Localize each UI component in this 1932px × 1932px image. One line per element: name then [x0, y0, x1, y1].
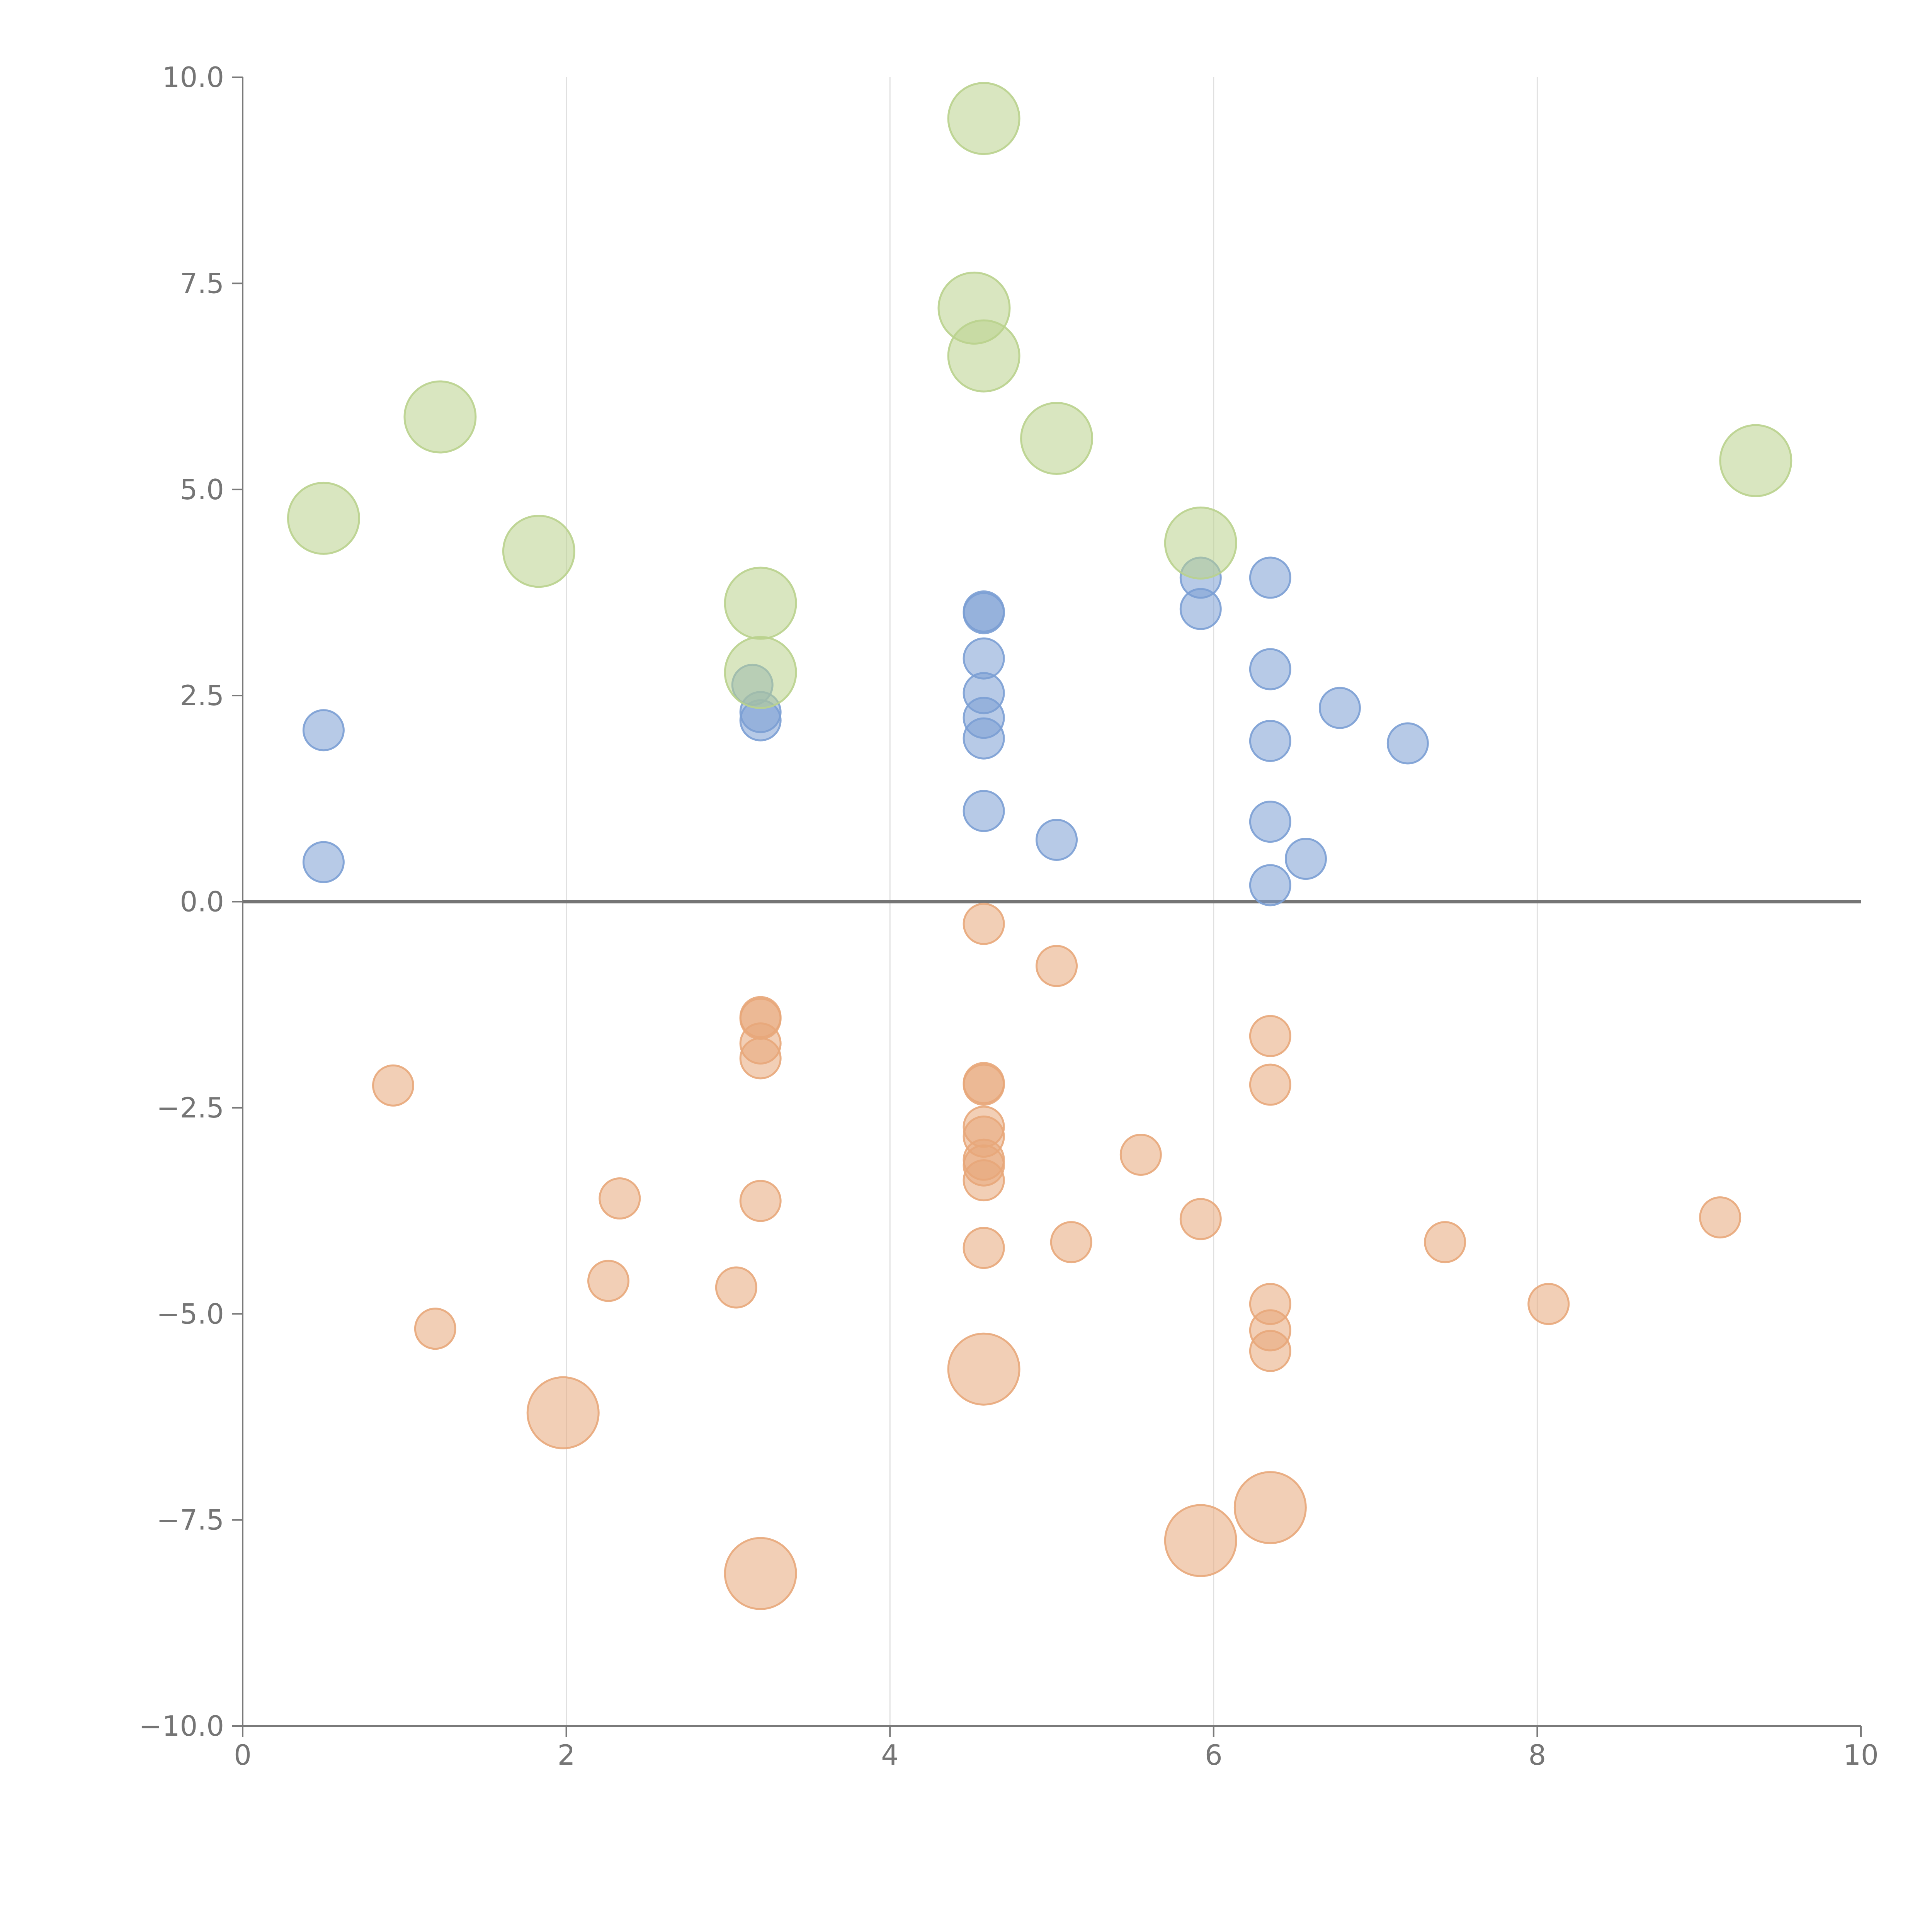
- blue-point: [1249, 719, 1291, 762]
- y-tick-label: 2.5: [180, 679, 224, 712]
- blue-point: [1318, 687, 1361, 729]
- y-tick-label: −2.5: [156, 1092, 224, 1124]
- orange-large-point: [1164, 1504, 1237, 1577]
- green-point: [1719, 424, 1793, 497]
- orange-point: [715, 1266, 757, 1309]
- blue-point: [1249, 864, 1291, 906]
- green-point: [724, 566, 797, 640]
- green-point: [403, 380, 477, 454]
- orange-point: [587, 1260, 629, 1302]
- orange-large-point: [1233, 1471, 1307, 1544]
- orange-point: [414, 1308, 456, 1350]
- y-tick-label: −5.0: [156, 1298, 224, 1330]
- blue-point: [1249, 801, 1291, 843]
- axis-layer: −10.0 −7.5 −5.0 −2.5 0.0 2.5 5.0 7.5 10.0 0 2 4 6 8 10: [139, 61, 1878, 1771]
- orange-point: [739, 1180, 782, 1222]
- orange-point: [1050, 1221, 1092, 1264]
- y-tick-label: 5.0: [180, 473, 224, 506]
- green-point: [287, 481, 360, 555]
- points-layer: [287, 82, 1793, 1610]
- orange-point: [1036, 945, 1078, 987]
- orange-large-point: [724, 1537, 797, 1610]
- orange-point: [1249, 1330, 1291, 1372]
- y-tick-label: 7.5: [180, 267, 224, 299]
- blue-point: [963, 790, 1005, 832]
- y-tick-label: −7.5: [156, 1504, 224, 1536]
- orange-point: [963, 1063, 1005, 1106]
- blue-point: [302, 709, 345, 752]
- orange-point: [963, 903, 1005, 945]
- blue-point: [963, 592, 1005, 634]
- orange-point: [739, 1037, 782, 1080]
- orange-point: [1527, 1283, 1570, 1325]
- x-tick-label: 10: [1843, 1739, 1879, 1771]
- green-point: [1020, 401, 1094, 475]
- green-point: [724, 636, 797, 709]
- orange-point: [599, 1177, 641, 1220]
- green-point: [947, 82, 1020, 155]
- green-point: [947, 319, 1020, 393]
- blue-point: [1285, 838, 1327, 880]
- blue-point: [1179, 588, 1222, 630]
- x-tick-label: 2: [558, 1739, 575, 1771]
- orange-large-point: [526, 1376, 600, 1449]
- orange-point: [1699, 1196, 1742, 1239]
- orange-large-point: [947, 1332, 1020, 1406]
- y-tick-label: 0.0: [180, 886, 224, 918]
- green-point: [1164, 506, 1237, 580]
- blue-point: [1249, 556, 1291, 599]
- blue-point: [1249, 648, 1291, 690]
- orange-point: [1119, 1133, 1162, 1176]
- orange-point: [1424, 1221, 1466, 1264]
- x-tick-label: 4: [881, 1739, 899, 1771]
- blue-point: [1036, 818, 1078, 861]
- x-tick-label: 6: [1205, 1739, 1223, 1771]
- blue-point: [1386, 722, 1429, 765]
- y-tick-label: 10.0: [162, 61, 224, 94]
- orange-point: [1179, 1198, 1222, 1240]
- orange-point: [1249, 1063, 1291, 1106]
- x-tick-label: 0: [234, 1739, 252, 1771]
- y-tick-label: −10.0: [139, 1710, 224, 1742]
- orange-point: [963, 1159, 1005, 1202]
- green-point: [502, 515, 575, 588]
- x-tick-label: 8: [1528, 1739, 1546, 1771]
- orange-point: [963, 1227, 1005, 1269]
- blue-point: [963, 717, 1005, 760]
- orange-point: [1249, 1015, 1291, 1057]
- orange-point: [372, 1064, 414, 1107]
- blue-point: [302, 841, 345, 883]
